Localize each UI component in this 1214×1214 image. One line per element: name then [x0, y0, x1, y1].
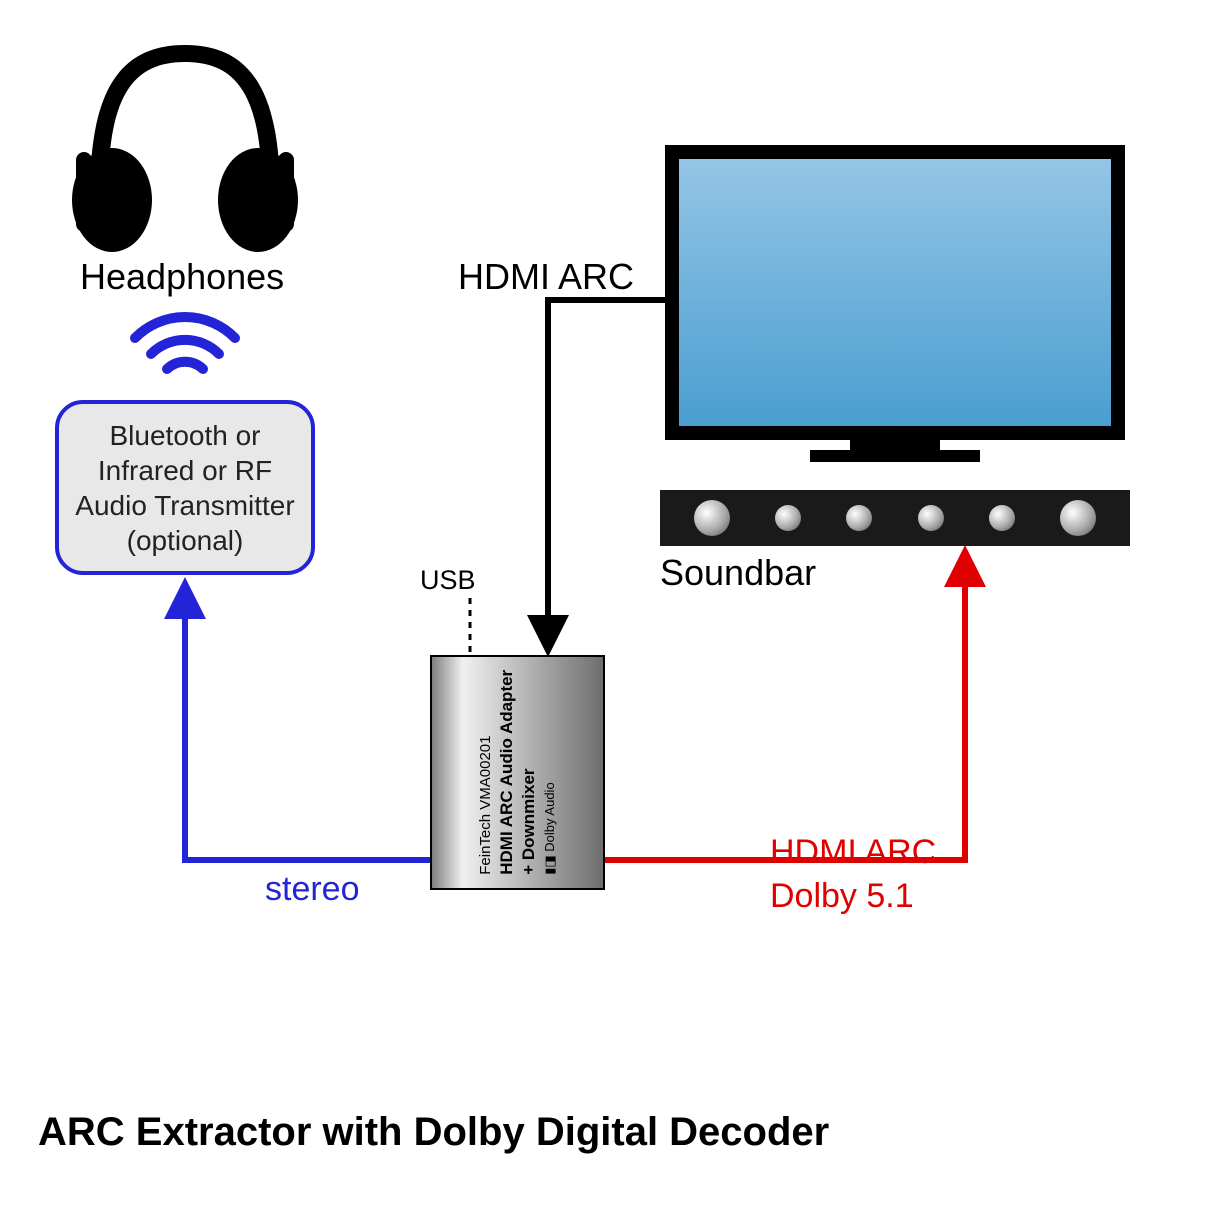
- hdmi-arc-label: HDMI ARC: [458, 256, 634, 298]
- headphones-icon: [72, 45, 298, 252]
- arrow-stereo: [185, 598, 430, 860]
- soundbar-speaker: [846, 505, 872, 531]
- transmitter-box: Bluetooth or Infrared or RF Audio Transm…: [55, 400, 315, 575]
- soundbar-speaker: [918, 505, 944, 531]
- tv-icon: [665, 145, 1125, 462]
- soundbar-speaker: [1060, 500, 1096, 536]
- transmitter-line3: Audio Transmitter: [59, 488, 311, 523]
- device-model: FeinTech VMA00201: [476, 670, 496, 875]
- diagram-title: ARC Extractor with Dolby Digital Decoder: [38, 1110, 829, 1155]
- wireless-icon: [135, 317, 235, 369]
- dolby-label-line2: Dolby 5.1: [770, 874, 936, 918]
- device-downmixer: + Downmixer: [518, 670, 540, 875]
- soundbar-speaker: [989, 505, 1015, 531]
- diagram-canvas: Headphones HDMI ARC Bluetooth or Infrare…: [0, 0, 1214, 1214]
- soundbar-icon: [660, 490, 1130, 546]
- stereo-label: stereo: [265, 870, 360, 909]
- arc-adapter-device: FeinTech VMA00201 HDMI ARC Audio Adapter…: [430, 655, 605, 890]
- device-dolby: ▮◨ Dolby Audio: [542, 670, 559, 875]
- device-name: HDMI ARC Audio Adapter: [496, 670, 518, 875]
- headphones-label: Headphones: [80, 256, 284, 298]
- soundbar-label: Soundbar: [660, 552, 816, 594]
- arrow-hdmi-arc: [548, 300, 666, 636]
- dolby-label-line1: HDMI ARC: [770, 830, 936, 874]
- soundbar-speaker: [694, 500, 730, 536]
- transmitter-line2: Infrared or RF: [59, 453, 311, 488]
- transmitter-line1: Bluetooth or: [59, 418, 311, 453]
- connections-svg: [0, 0, 1214, 1214]
- dolby-label: HDMI ARC Dolby 5.1: [770, 830, 936, 918]
- transmitter-line4: (optional): [59, 523, 311, 558]
- arrow-dolby: [605, 566, 965, 860]
- usb-label: USB: [420, 565, 476, 596]
- soundbar-speaker: [775, 505, 801, 531]
